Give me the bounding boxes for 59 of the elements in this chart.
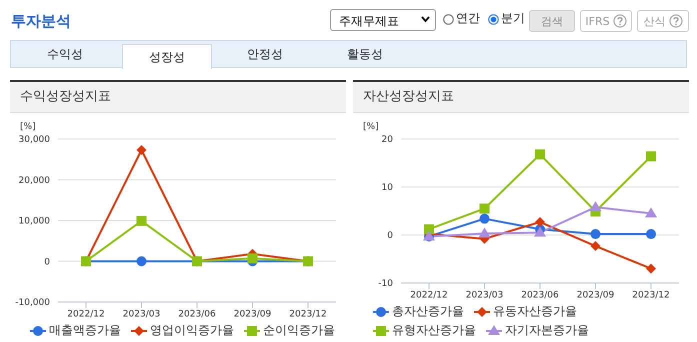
- point: [480, 214, 490, 224]
- point: [136, 256, 146, 266]
- text: 안정성: [246, 46, 284, 62]
- point: [590, 201, 602, 212]
- x-tick-label: 2023/09: [576, 290, 614, 300]
- text: IFRS: [585, 14, 610, 28]
- text: 산식: [644, 14, 666, 28]
- text: 투자분석: [11, 12, 71, 31]
- point: [646, 229, 656, 240]
- text: 성장성: [122, 44, 212, 69]
- point: [535, 149, 545, 160]
- point: [424, 224, 434, 234]
- point: [646, 151, 656, 162]
- legend-label: 자기자본증가율: [505, 322, 589, 339]
- text: 검색: [529, 10, 575, 32]
- legend-label: 매출액증가율: [49, 322, 121, 339]
- text: 분기: [501, 10, 525, 27]
- legend-label: 영업이익증가율: [150, 322, 234, 339]
- legend-label: 총자산증가율: [392, 303, 464, 320]
- legend-label: 순이익증가율: [263, 322, 335, 339]
- y-tick-label: -10,000: [15, 298, 50, 308]
- point: [590, 241, 600, 252]
- point: [535, 217, 545, 228]
- text: 활동성: [346, 46, 384, 62]
- point: [136, 145, 146, 156]
- point: [480, 204, 490, 214]
- y-axis-title: [%]: [363, 122, 379, 132]
- chart-title: 자산성장성지표: [353, 82, 689, 113]
- x-tick-label: 2023/12: [289, 309, 327, 320]
- y-tick-label: 0: [44, 257, 50, 268]
- point: [478, 228, 490, 238]
- point: [248, 253, 258, 264]
- y-tick-label: 0: [387, 231, 394, 242]
- point: [590, 229, 600, 240]
- text: 연간: [456, 10, 480, 27]
- y-axis-title: [%]: [20, 122, 36, 132]
- x-tick-label: 2023/06: [178, 309, 216, 320]
- text: 수익성: [46, 46, 84, 62]
- y-tick-label: -10: [378, 279, 394, 290]
- x-tick-label: 2023/12: [632, 290, 670, 300]
- legend-label: 유동자산증가율: [493, 303, 577, 320]
- y-tick-label: 10,000: [18, 216, 50, 227]
- text: 주재무제표: [330, 9, 436, 31]
- y-tick-label: 10: [382, 183, 394, 194]
- point: [136, 216, 146, 226]
- chart-title: 수익성장성지표: [10, 82, 346, 113]
- point: [534, 226, 546, 237]
- point: [645, 207, 657, 218]
- point: [646, 264, 656, 274]
- x-tick-label: 2023/03: [122, 309, 160, 320]
- legend-label: 유형자산증가율: [392, 322, 476, 339]
- x-tick-label: 2023/03: [466, 290, 504, 300]
- y-tick-label: 20,000: [18, 176, 50, 186]
- x-tick-label: 2022/12: [410, 290, 448, 300]
- y-tick-label: 20: [382, 135, 394, 146]
- y-tick-label: 30,000: [18, 135, 50, 146]
- x-tick-label: 2022/12: [67, 309, 105, 320]
- x-tick-label: 2023/09: [234, 309, 272, 320]
- x-tick-label: 2023/06: [521, 290, 559, 300]
